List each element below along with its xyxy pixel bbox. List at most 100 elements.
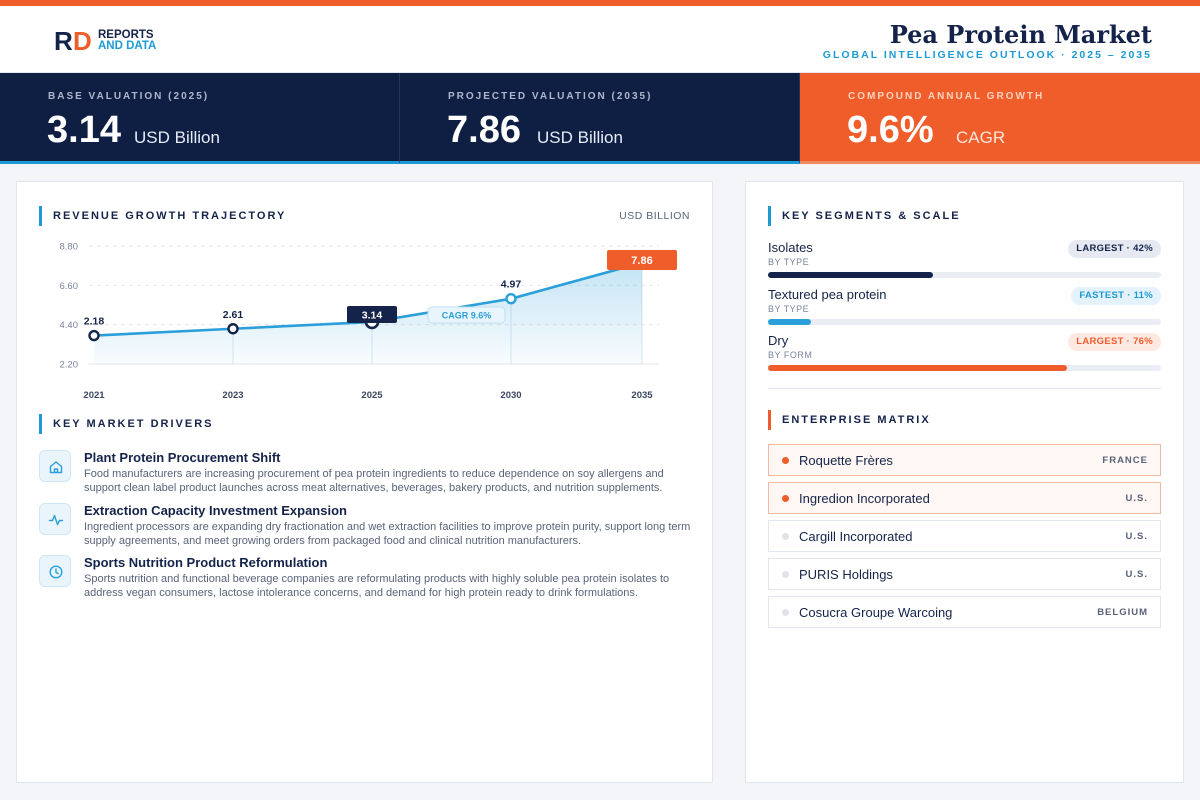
segments-section-title: KEY SEGMENTS & SCALE <box>768 206 961 226</box>
enterprise-row[interactable]: PURIS Holdings U.S. <box>768 558 1161 590</box>
y-tick-label: 6.60 <box>60 281 79 292</box>
data-point <box>227 323 239 335</box>
logo-letter-d: D <box>73 26 92 56</box>
company-name: Cosucra Groupe Warcoing <box>799 605 953 620</box>
driver-title: Sports Nutrition Product Reformulation <box>84 555 328 570</box>
segment-badge: FASTEST · 11% <box>1071 287 1161 305</box>
x-tick-label: 2021 <box>83 390 105 401</box>
segment-bar-fill <box>768 272 934 278</box>
status-dot <box>782 533 789 540</box>
left-panel: REVENUE GROWTH TRAJECTORY USD BILLION 8.… <box>16 181 713 783</box>
revenue-unit-label: USD BILLION <box>619 210 690 222</box>
kpi-base-valuation: BASE VALUATION (2025) 3.14 USD Billion <box>0 73 400 164</box>
company-name: Roquette Frères <box>799 453 893 468</box>
status-dot <box>782 495 789 502</box>
logo-line-1: REPORTS <box>98 29 154 41</box>
data-point <box>88 329 100 342</box>
home-icon <box>39 450 71 482</box>
data-label: 2.61 <box>223 309 244 321</box>
company-country: U.S. <box>1125 531 1148 542</box>
enterprise-row[interactable]: Ingredion Incorporated U.S. <box>768 482 1161 514</box>
company-country: BELGIUM <box>1097 607 1148 618</box>
data-label: 3.14 <box>362 310 383 322</box>
clock-icon <box>39 555 71 587</box>
kpi-label: PROJECTED VALUATION (2035) <box>448 91 653 102</box>
kpi-unit: USD Billion <box>537 128 623 147</box>
driver-title: Extraction Capacity Investment Expansion <box>84 503 347 518</box>
kpi-label: BASE VALUATION (2025) <box>48 91 210 102</box>
segment-badge: LARGEST · 76% <box>1068 333 1161 351</box>
activity-icon <box>39 503 71 535</box>
segment-type: BY TYPE <box>768 257 810 267</box>
cagr-annotation-bg <box>427 306 506 324</box>
driver-title: Plant Protein Procurement Shift <box>84 450 281 465</box>
segment-bar-fill <box>768 365 1067 371</box>
y-tick-label: 4.40 <box>60 320 79 331</box>
area-fill <box>94 262 642 364</box>
segment-type: BY TYPE <box>768 304 810 314</box>
company-country: FRANCE <box>1102 455 1148 466</box>
kpi-value: 3.14 <box>47 109 121 151</box>
segment-item: Textured pea protein BY TYPE FASTEST · 1… <box>768 287 1161 331</box>
segment-name: Textured pea protein <box>768 287 887 302</box>
segment-type: BY FORM <box>768 350 813 360</box>
status-dot <box>782 571 789 578</box>
enterprise-row[interactable]: Cargill Incorporated U.S. <box>768 520 1161 552</box>
brand-logo[interactable]: R D REPORTS AND DATA <box>54 28 156 54</box>
page-subtitle: GLOBAL INTELLIGENCE OUTLOOK · 2025 – 203… <box>822 49 1152 61</box>
kpi-value: 9.6% <box>847 109 934 151</box>
kpi-unit: USD Billion <box>134 128 220 147</box>
data-label: 4.97 <box>501 279 522 291</box>
logo-mark: R D <box>54 28 98 54</box>
kpi-projected-valuation: PROJECTED VALUATION (2035) 7.86 USD Bill… <box>400 73 800 164</box>
kpi-value: 7.86 <box>447 109 521 151</box>
enterprise-row[interactable]: Roquette Frères FRANCE <box>768 444 1161 476</box>
status-dot <box>782 457 789 464</box>
section-divider <box>768 388 1161 389</box>
data-label: 7.86 <box>631 255 652 267</box>
driver-description: Ingredient processors are expanding dry … <box>84 521 691 547</box>
kpi-label: COMPOUND ANNUAL GROWTH <box>848 91 1045 102</box>
kpi-cagr: COMPOUND ANNUAL GROWTH 9.6% CAGR <box>800 73 1200 164</box>
revenue-section-title: REVENUE GROWTH TRAJECTORY <box>39 206 286 226</box>
y-tick-label: 8.80 <box>60 241 79 252</box>
driver-description: Sports nutrition and functional beverage… <box>84 573 670 599</box>
cagr-annotation: CAGR 9.6% <box>442 311 492 321</box>
segment-bar-track <box>768 319 1161 325</box>
status-dot <box>782 609 789 616</box>
logo-letter-r: R <box>54 26 73 56</box>
company-country: U.S. <box>1125 569 1148 580</box>
segment-bar-fill <box>768 319 812 325</box>
company-name: Ingredion Incorporated <box>799 491 930 506</box>
logo-wordmark: REPORTS AND DATA <box>98 29 157 52</box>
x-tick-label: 2025 <box>361 390 383 401</box>
segment-name: Isolates <box>768 240 813 255</box>
segment-item: Dry BY FORM LARGEST · 76% <box>768 333 1161 377</box>
x-tick-label: 2030 <box>500 390 521 401</box>
top-accent-bar <box>0 0 1200 6</box>
company-country: U.S. <box>1125 493 1148 504</box>
segment-bar-track <box>768 272 1161 278</box>
segment-item: Isolates BY TYPE LARGEST · 42% <box>768 240 1161 284</box>
logo-line-2: AND DATA <box>98 40 157 52</box>
drivers-section-title: KEY MARKET DRIVERS <box>39 414 213 434</box>
kpi-strip: BASE VALUATION (2025) 3.14 USD Billion P… <box>0 73 1200 164</box>
y-tick-label: 2.20 <box>60 360 79 371</box>
enterprise-row[interactable]: Cosucra Groupe Warcoing BELGIUM <box>768 596 1161 628</box>
page-title: Pea Protein Market <box>889 20 1152 49</box>
right-panel: KEY SEGMENTS & SCALE Isolates BY TYPE LA… <box>745 181 1184 783</box>
company-name: Cargill Incorporated <box>799 529 913 544</box>
company-name: PURIS Holdings <box>799 567 893 582</box>
segment-name: Dry <box>768 333 789 348</box>
enterprise-section-title: ENTERPRISE MATRIX <box>768 410 931 430</box>
x-tick-label: 2023 <box>222 390 243 401</box>
segment-badge: LARGEST · 42% <box>1068 240 1161 258</box>
x-tick-label: 2035 <box>631 390 653 401</box>
driver-description: Food manufacturers are increasing procur… <box>84 468 664 494</box>
data-label: 2.18 <box>84 316 105 328</box>
data-label-bg <box>347 306 397 323</box>
page-header: R D REPORTS AND DATA Pea Protein Market … <box>0 6 1200 73</box>
data-label-bg <box>607 250 677 270</box>
data-point <box>505 293 517 305</box>
kpi-unit: CAGR <box>956 128 1006 147</box>
